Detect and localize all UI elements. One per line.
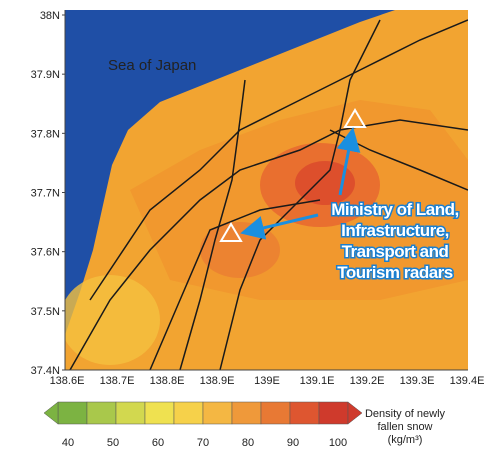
colorbar-tick-label: 40 [62,437,74,449]
lon-label: 139E [254,375,280,387]
colorbar-tick-label: 80 [242,437,254,449]
lat-label: 37.4N [31,365,60,377]
colorbar-end [43,401,59,425]
colorbar-segment [57,401,88,425]
lat-label: 37.9N [31,69,60,81]
colorbar-label: fallen snow [377,421,432,433]
colorbar-segment [86,401,117,425]
lat-label: 37.7N [31,188,60,200]
colorbar-segment [173,401,204,425]
colorbar-segment [115,401,146,425]
colorbar-tick-label: 100 [329,437,347,449]
roads [69,19,468,370]
colorbar-end [347,401,363,425]
lon-label: 139.2E [350,375,385,387]
lon-label: 138.8E [150,375,185,387]
colorbar-segment [318,401,349,425]
snow-zone [65,275,160,365]
colorbar-segment [202,401,233,425]
colorbar-segment [289,401,320,425]
lon-label: 139.4E [450,375,485,387]
radar-marker [219,222,243,242]
arrow [336,127,361,196]
sea-label: Sea of Japan [108,57,196,74]
colorbar-segment [260,401,291,425]
colorbar-tick-label: 90 [287,437,299,449]
lon-label: 139.1E [300,375,335,387]
lat-label: 37.8N [31,128,60,140]
annotation: Transport and [342,242,449,261]
lon-label: 138.6E [50,375,85,387]
colorbar-label: Density of newly [365,408,446,420]
lat-label: 37.6N [31,247,60,259]
radar-marker [343,108,367,128]
lat-label: 38N [40,10,60,22]
land [65,10,468,370]
colorbar-tick-label: 60 [152,437,164,449]
lon-label: 138.9E [200,375,235,387]
annotation: Ministry of Land, [331,200,459,219]
colorbar-label: (kg/m³) [388,434,423,446]
lon-label: 139.3E [400,375,435,387]
arrow [240,213,319,240]
colorbar-segment [231,401,262,425]
lat-label: 37.5N [31,306,60,318]
annotation: Infrastructure, [341,221,449,240]
colorbar-segment [144,401,175,425]
colorbar-tick-label: 50 [107,437,119,449]
annotation: Tourism radars [337,263,453,282]
colorbar-tick-label: 70 [197,437,209,449]
lon-label: 138.7E [100,375,135,387]
